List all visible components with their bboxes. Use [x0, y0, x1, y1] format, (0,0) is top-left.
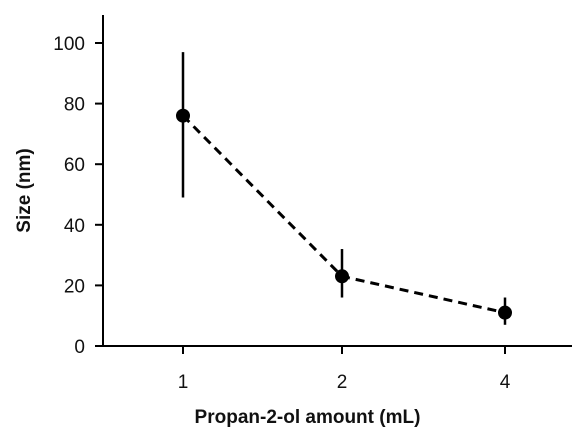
y-tick-label: 80	[64, 95, 85, 116]
y-tick-label: 0	[74, 337, 85, 358]
y-axis-ticks: 0 20 40 60 80 100	[53, 34, 103, 358]
y-tick-label: 60	[64, 155, 85, 176]
y-tick-label: 100	[53, 34, 85, 55]
x-tick-label: 4	[500, 372, 511, 393]
x-axis-ticks: 1 2 4	[178, 346, 511, 393]
series-line	[181, 114, 506, 315]
y-tick-label: 20	[64, 276, 85, 297]
y-axis-title: Size (nm)	[14, 148, 35, 232]
series-layer	[176, 52, 512, 325]
data-point	[498, 305, 512, 320]
x-tick-label: 2	[337, 372, 348, 393]
x-tick-label: 1	[178, 372, 189, 393]
data-point	[335, 269, 349, 284]
data-point	[176, 108, 190, 123]
x-axis-title: Propan-2-ol amount (mL)	[195, 407, 421, 428]
y-tick-label: 40	[64, 216, 85, 237]
